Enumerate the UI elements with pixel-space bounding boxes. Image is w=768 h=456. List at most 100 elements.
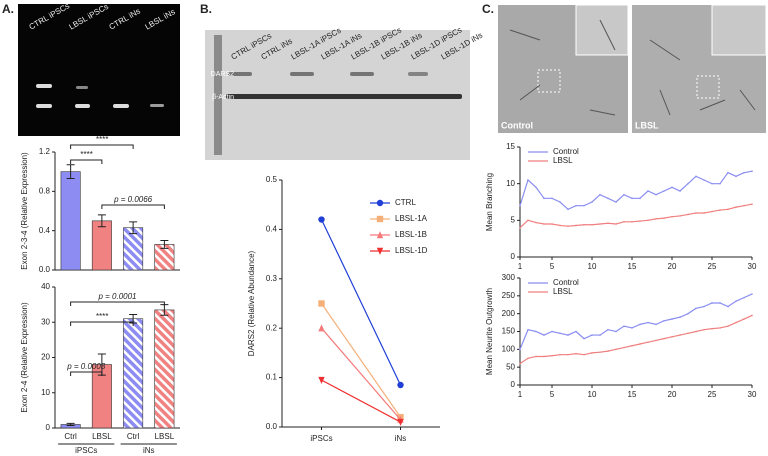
x-tick-label: iNs — [395, 434, 407, 443]
point — [607, 197, 609, 200]
point — [679, 334, 681, 336]
point — [615, 223, 617, 225]
y-axis-label: Exon 2-4 (Relative Expression) — [20, 302, 29, 413]
inset-box — [696, 75, 720, 99]
point — [623, 325, 625, 327]
error-bar — [66, 164, 75, 180]
point — [711, 302, 713, 304]
point — [567, 208, 569, 211]
point — [583, 223, 585, 226]
point — [607, 328, 609, 331]
point — [671, 318, 673, 320]
point — [397, 381, 404, 389]
point — [743, 318, 745, 320]
error-bar — [160, 240, 169, 249]
y-tick-label: 0.4 — [266, 225, 278, 234]
point — [559, 332, 561, 335]
point — [591, 334, 593, 336]
point — [743, 204, 745, 207]
x-tick-label: Ctrl — [64, 432, 77, 441]
legend-label: CTRL — [395, 198, 416, 207]
x-tick-label: 10 — [588, 262, 597, 271]
annotation: p = 0.0001 — [97, 292, 136, 301]
point — [743, 296, 745, 299]
point — [623, 193, 625, 196]
point — [527, 328, 529, 331]
y-axis-label: DARS2 (Relative Abundance) — [247, 250, 256, 356]
y-tick-label: 0.2 — [266, 323, 278, 332]
y-tick-label: 20 — [41, 353, 50, 362]
point — [663, 337, 665, 340]
x-tick-label: 1 — [518, 390, 523, 399]
point — [591, 352, 593, 354]
point — [318, 300, 325, 307]
point — [639, 220, 641, 222]
blot-band-label: β-Actin — [212, 94, 234, 101]
point — [559, 224, 561, 227]
point — [318, 376, 325, 384]
blot-bands — [214, 35, 462, 155]
x-tick-label: 25 — [708, 390, 717, 399]
bracket — [70, 321, 134, 326]
bar — [154, 309, 175, 429]
x-tick-label: Ctrl — [127, 432, 140, 441]
bracket — [70, 159, 103, 164]
point — [679, 316, 681, 319]
y-tick-label: 1.2 — [39, 147, 51, 156]
point — [519, 204, 521, 207]
point — [607, 222, 609, 225]
error-bar — [66, 422, 75, 427]
error-bar — [129, 221, 138, 235]
point — [735, 300, 737, 302]
x-tick-label: LBSL — [155, 432, 175, 441]
point — [751, 203, 753, 205]
legend-label: Control — [553, 278, 579, 287]
point — [735, 175, 737, 178]
point — [655, 193, 657, 196]
y-tick-label: 10 — [506, 179, 515, 188]
point — [623, 221, 625, 223]
gel-image — [18, 4, 180, 136]
point — [727, 208, 729, 211]
point — [535, 355, 537, 358]
point — [583, 204, 585, 207]
error-bar — [97, 214, 106, 228]
point — [647, 321, 649, 324]
point — [543, 355, 545, 358]
bracket — [70, 371, 103, 376]
point — [687, 312, 689, 315]
legend-label: LBSL-1B — [395, 230, 427, 239]
series-line — [321, 303, 401, 418]
inset-box — [537, 69, 561, 93]
y-axis-label: Exon 2-3-4 (Relative Expression) — [20, 152, 29, 270]
point — [703, 328, 705, 331]
point — [671, 186, 673, 189]
point — [679, 215, 681, 217]
point — [639, 197, 641, 200]
point — [376, 231, 384, 239]
legend-label: LBSL — [553, 156, 573, 165]
point — [727, 325, 729, 327]
point — [551, 223, 553, 225]
x-tick-label: 30 — [748, 390, 757, 399]
point — [376, 247, 384, 255]
y-tick-label: 0.5 — [266, 175, 278, 184]
x-tick-label: 20 — [668, 390, 677, 399]
y-tick-label: 200 — [502, 309, 516, 318]
annotation: p = 0.0003 — [66, 362, 106, 371]
x-tick-label: 20 — [668, 262, 677, 271]
point — [575, 352, 577, 355]
series-line — [519, 293, 753, 350]
point — [679, 190, 681, 192]
point — [655, 218, 657, 220]
y-tick-label: 0.0 — [266, 422, 278, 431]
series-line — [519, 170, 753, 211]
micrograph-label: LBSL — [635, 120, 659, 130]
y-tick-label: 0.4 — [39, 226, 51, 235]
point — [687, 182, 689, 185]
x-tick-label: LBSL — [92, 432, 112, 441]
point — [543, 334, 545, 336]
point — [318, 324, 325, 332]
point — [663, 320, 665, 322]
point — [735, 321, 737, 324]
